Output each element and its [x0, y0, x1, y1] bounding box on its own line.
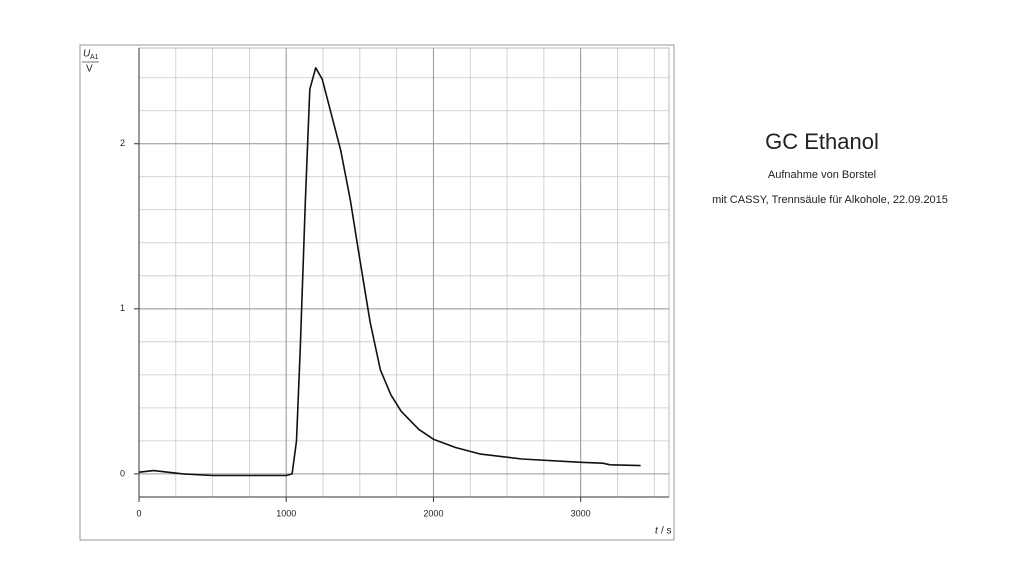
x-label-unit: / s [661, 526, 672, 537]
caption: mit CASSY, Trennsäule für Alkohole, 22.0… [712, 194, 948, 206]
x-tick-label: 0 [136, 508, 141, 518]
x-label-symbol: t [655, 526, 659, 537]
chart-frame [79, 44, 675, 541]
title: GC Ethanol [765, 129, 879, 154]
subtitle: Aufnahme von Borstel [768, 169, 876, 181]
y-label-symbol: U [83, 49, 91, 60]
y-tick-label: 2 [120, 138, 125, 148]
y-tick-label: 0 [120, 468, 125, 478]
grid: 0 1000 2000 3000 0 1 2 [120, 47, 670, 518]
data-line [138, 67, 641, 477]
x-tick-label: 3000 [571, 508, 591, 518]
y-label-unit: V [86, 64, 93, 75]
plot [138, 67, 641, 477]
x-tick-label: 1000 [276, 508, 296, 518]
x-tick-label: 2000 [423, 508, 443, 518]
y-label-subscript: A1 [90, 54, 99, 61]
y-tick-label: 1 [120, 303, 125, 313]
